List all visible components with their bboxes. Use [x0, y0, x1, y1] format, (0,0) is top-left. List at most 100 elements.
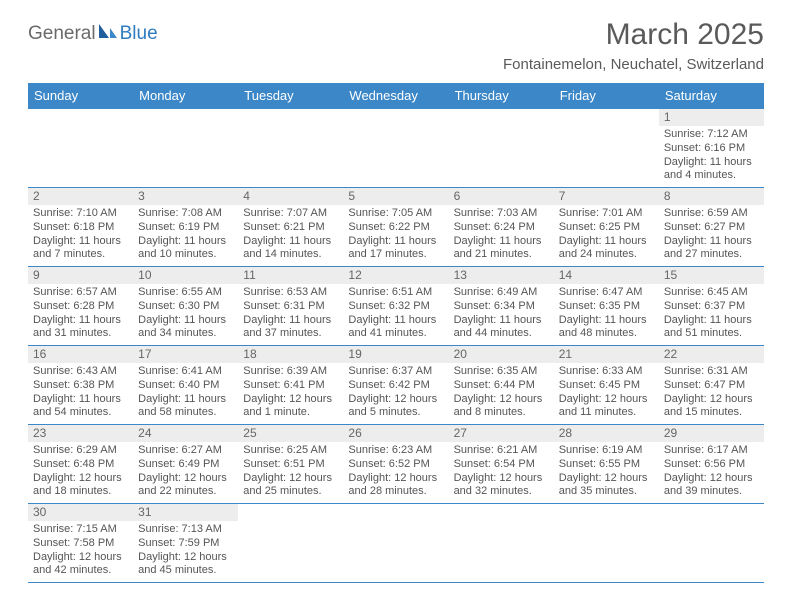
week-row: 9Sunrise: 6:57 AMSunset: 6:28 PMDaylight… — [28, 267, 764, 346]
day-number: 15 — [659, 267, 764, 284]
sunset-text: Sunset: 6:24 PM — [454, 221, 549, 235]
day-number: 11 — [238, 267, 343, 284]
sunrise-text: Sunrise: 6:57 AM — [33, 286, 128, 300]
day-cell: 29Sunrise: 6:17 AMSunset: 6:56 PMDayligh… — [659, 425, 764, 503]
sunset-text: Sunset: 6:51 PM — [243, 458, 338, 472]
daylight-text: Daylight: 12 hours and 18 minutes. — [33, 472, 128, 500]
day-header-cell: Monday — [133, 83, 238, 109]
day-number: 10 — [133, 267, 238, 284]
sunset-text: Sunset: 6:37 PM — [664, 300, 759, 314]
daylight-text: Daylight: 11 hours and 7 minutes. — [33, 235, 128, 263]
day-cell: 2 Sunrise: 7:10 AMSunset: 6:18 PMDaylight… — [28, 188, 133, 266]
day-number: 8 — [659, 188, 764, 205]
day-number: 22 — [659, 346, 764, 363]
day-number: 18 — [238, 346, 343, 363]
day-number: 14 — [554, 267, 659, 284]
day-cell: 13Sunrise: 6:49 AMSunset: 6:34 PMDayligh… — [449, 267, 554, 345]
sunrise-text: Sunrise: 6:33 AM — [559, 365, 654, 379]
calendar-body: 1Sunrise: 7:12 AMSunset: 6:16 PMDaylight… — [28, 109, 764, 583]
day-header-cell: Saturday — [659, 83, 764, 109]
daylight-text: Daylight: 12 hours and 39 minutes. — [664, 472, 759, 500]
week-row: 30Sunrise: 7:15 AMSunset: 7:58 PMDayligh… — [28, 504, 764, 583]
sunset-text: Sunset: 6:32 PM — [348, 300, 443, 314]
day-number: 27 — [449, 425, 554, 442]
day-cell: 24Sunrise: 6:27 AMSunset: 6:49 PMDayligh… — [133, 425, 238, 503]
day-number: 2 — [28, 188, 133, 205]
sunset-text: Sunset: 6:35 PM — [559, 300, 654, 314]
daylight-text: Daylight: 11 hours and 17 minutes. — [348, 235, 443, 263]
day-cell: 19Sunrise: 6:37 AMSunset: 6:42 PMDayligh… — [343, 346, 448, 424]
sunrise-text: Sunrise: 6:41 AM — [138, 365, 233, 379]
day-number: 21 — [554, 346, 659, 363]
sunset-text: Sunset: 6:47 PM — [664, 379, 759, 393]
sunrise-text: Sunrise: 6:25 AM — [243, 444, 338, 458]
sunrise-text: Sunrise: 6:21 AM — [454, 444, 549, 458]
day-cell: 28Sunrise: 6:19 AMSunset: 6:55 PMDayligh… — [554, 425, 659, 503]
sunset-text: Sunset: 6:30 PM — [138, 300, 233, 314]
day-cell: 23Sunrise: 6:29 AMSunset: 6:48 PMDayligh… — [28, 425, 133, 503]
day-number: 24 — [133, 425, 238, 442]
day-cell: 30Sunrise: 7:15 AMSunset: 7:58 PMDayligh… — [28, 504, 133, 582]
day-header-cell: Friday — [554, 83, 659, 109]
sunrise-text: Sunrise: 7:05 AM — [348, 207, 443, 221]
sunset-text: Sunset: 6:22 PM — [348, 221, 443, 235]
week-row: 2Sunrise: 7:10 AMSunset: 6:18 PMDaylight… — [28, 188, 764, 267]
day-number: 3 — [133, 188, 238, 205]
day-header-cell: Tuesday — [238, 83, 343, 109]
week-row: 1 Sunrise: 7:12 AMSunset: 6:16 PMDaylight… — [28, 109, 764, 188]
logo-text-blue: Blue — [120, 23, 158, 45]
daylight-text: Daylight: 12 hours and 35 minutes. — [559, 472, 654, 500]
sunset-text: Sunset: 6:44 PM — [454, 379, 549, 393]
sunset-text: Sunset: 6:16 PM — [664, 142, 759, 156]
day-header-row: SundayMondayTuesdayWednesdayThursdayFrid… — [28, 83, 764, 109]
day-number: 19 — [343, 346, 448, 363]
daylight-text: Daylight: 12 hours and 28 minutes. — [348, 472, 443, 500]
sunset-text: Sunset: 6:41 PM — [243, 379, 338, 393]
day-cell — [449, 504, 554, 582]
sunset-text: Sunset: 6:42 PM — [348, 379, 443, 393]
day-cell: 5 Sunrise: 7:05 AMSunset: 6:22 PMDaylight… — [343, 188, 448, 266]
sunrise-text: Sunrise: 7:10 AM — [33, 207, 128, 221]
sunrise-text: Sunrise: 6:37 AM — [348, 365, 443, 379]
daylight-text: Daylight: 12 hours and 25 minutes. — [243, 472, 338, 500]
daylight-text: Daylight: 12 hours and 22 minutes. — [138, 472, 233, 500]
day-cell — [343, 109, 448, 187]
day-number: 29 — [659, 425, 764, 442]
daylight-text: Daylight: 12 hours and 15 minutes. — [664, 393, 759, 421]
sunrise-text: Sunrise: 7:15 AM — [33, 523, 128, 537]
sunset-text: Sunset: 6:18 PM — [33, 221, 128, 235]
day-cell — [238, 504, 343, 582]
day-number: 26 — [343, 425, 448, 442]
daylight-text: Daylight: 11 hours and 31 minutes. — [33, 314, 128, 342]
day-number: 17 — [133, 346, 238, 363]
sunrise-text: Sunrise: 6:55 AM — [138, 286, 233, 300]
day-cell: 27Sunrise: 6:21 AMSunset: 6:54 PMDayligh… — [449, 425, 554, 503]
day-number: 1 — [659, 109, 764, 126]
sunset-text: Sunset: 6:28 PM — [33, 300, 128, 314]
day-cell — [28, 109, 133, 187]
day-cell: 8Sunrise: 6:59 AMSunset: 6:27 PMDaylight… — [659, 188, 764, 266]
day-header-cell: Thursday — [449, 83, 554, 109]
day-number: 13 — [449, 267, 554, 284]
sunset-text: Sunset: 6:31 PM — [243, 300, 338, 314]
daylight-text: Daylight: 11 hours and 4 minutes. — [664, 156, 759, 184]
day-number: 5 — [343, 188, 448, 205]
sunrise-text: Sunrise: 6:49 AM — [454, 286, 549, 300]
daylight-text: Daylight: 11 hours and 27 minutes. — [664, 235, 759, 263]
daylight-text: Daylight: 11 hours and 48 minutes. — [559, 314, 654, 342]
sunset-text: Sunset: 6:21 PM — [243, 221, 338, 235]
day-number: 4 — [238, 188, 343, 205]
day-cell: 12Sunrise: 6:51 AMSunset: 6:32 PMDayligh… — [343, 267, 448, 345]
sunrise-text: Sunrise: 7:12 AM — [664, 128, 759, 142]
sunrise-text: Sunrise: 6:35 AM — [454, 365, 549, 379]
sunset-text: Sunset: 7:58 PM — [33, 537, 128, 551]
day-cell: 16Sunrise: 6:43 AMSunset: 6:38 PMDayligh… — [28, 346, 133, 424]
sunset-text: Sunset: 6:38 PM — [33, 379, 128, 393]
sunset-text: Sunset: 6:40 PM — [138, 379, 233, 393]
day-number: 30 — [28, 504, 133, 521]
daylight-text: Daylight: 11 hours and 10 minutes. — [138, 235, 233, 263]
sunset-text: Sunset: 6:27 PM — [664, 221, 759, 235]
day-cell — [238, 109, 343, 187]
daylight-text: Daylight: 11 hours and 24 minutes. — [559, 235, 654, 263]
daylight-text: Daylight: 11 hours and 21 minutes. — [454, 235, 549, 263]
